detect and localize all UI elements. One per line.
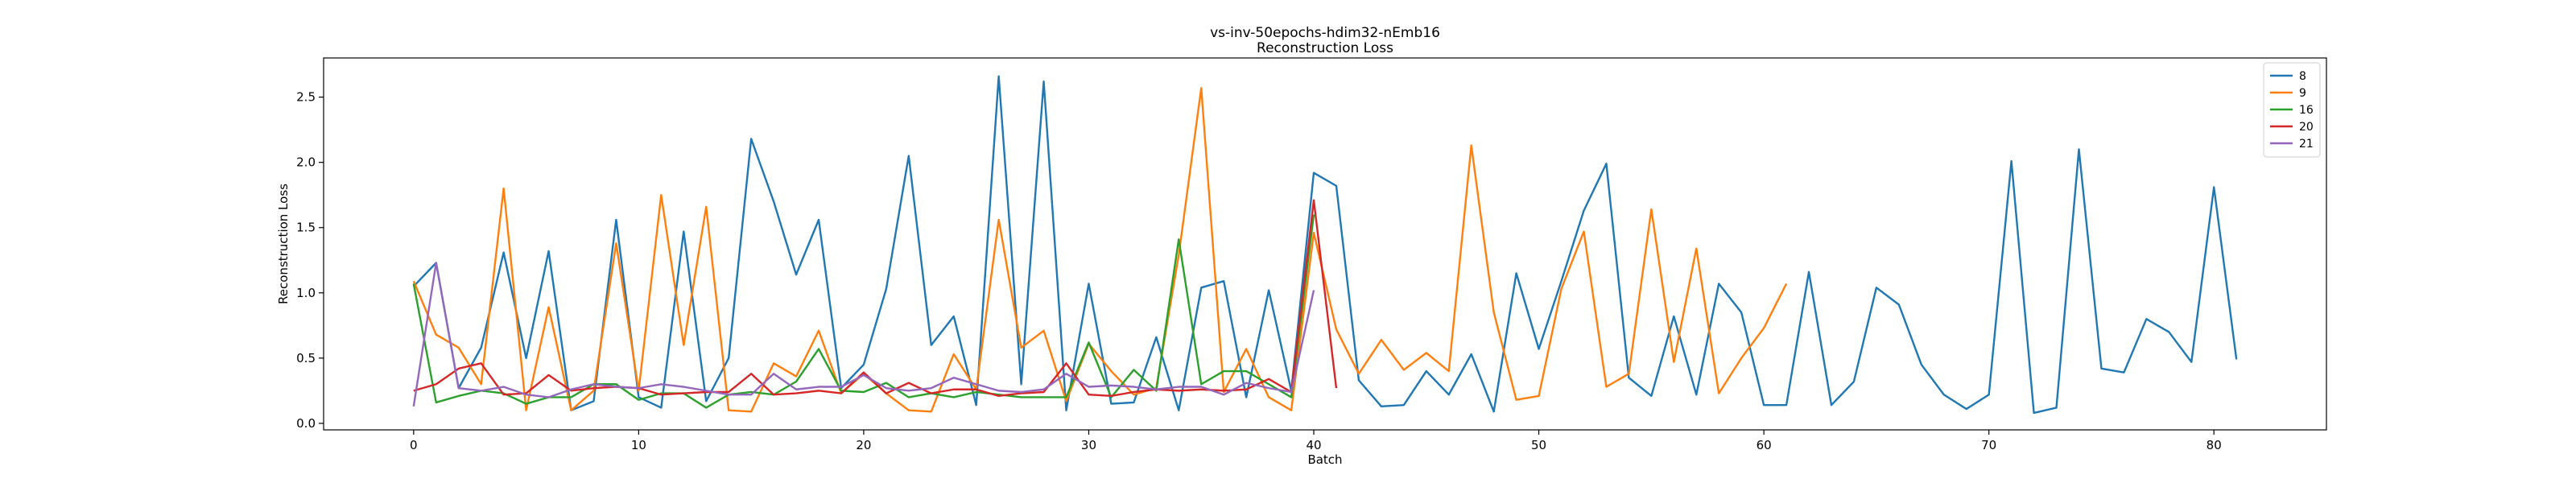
x-tick-label: 80 [2207,438,2222,452]
y-tick-label: 2.0 [296,155,316,170]
series-line-16 [412,214,1315,409]
series-layer [412,75,2238,415]
y-tick-label: 1.5 [296,221,316,235]
x-tick-label: 40 [1306,438,1321,452]
chart-title: vs-inv-50epochs-hdim32-nEmb16 [1210,25,1440,41]
legend-label: 8 [2299,70,2306,83]
x-tick-label: 30 [1081,438,1096,452]
x-tick-label: 70 [1981,438,1996,452]
x-axis-label: Batch [1307,452,1342,467]
legend-label: 9 [2299,87,2306,100]
y-axis-label: Reconstruction Loss [276,184,291,304]
series-line-21 [412,262,1315,407]
series-line-9 [412,87,1788,413]
series-line-8 [412,75,2238,415]
x-tick-label: 20 [856,438,871,452]
x-tick-label: 0 [410,438,418,452]
legend-label: 20 [2299,121,2314,134]
legend-label: 21 [2299,138,2314,151]
x-axis: 0 10 20 30 40 50 60 70 80 [410,430,2222,452]
y-tick-label: 0.5 [296,351,316,365]
legend: 8 9 16 20 21 [2263,62,2321,158]
chart-subtitle: Reconstruction Loss [1257,40,1393,56]
x-tick-label: 10 [631,438,646,452]
x-tick-label: 60 [1757,438,1772,452]
y-axis: 0.0 0.5 1.0 1.5 2.0 2.5 [296,90,324,431]
y-tick-label: 2.5 [296,90,316,105]
y-tick-label: 1.0 [296,286,316,300]
plot-frame [323,57,2327,431]
legend-label: 16 [2299,104,2314,117]
y-tick-label: 0.0 [296,416,316,431]
x-tick-label: 50 [1531,438,1546,452]
series-line-20 [413,199,1338,398]
